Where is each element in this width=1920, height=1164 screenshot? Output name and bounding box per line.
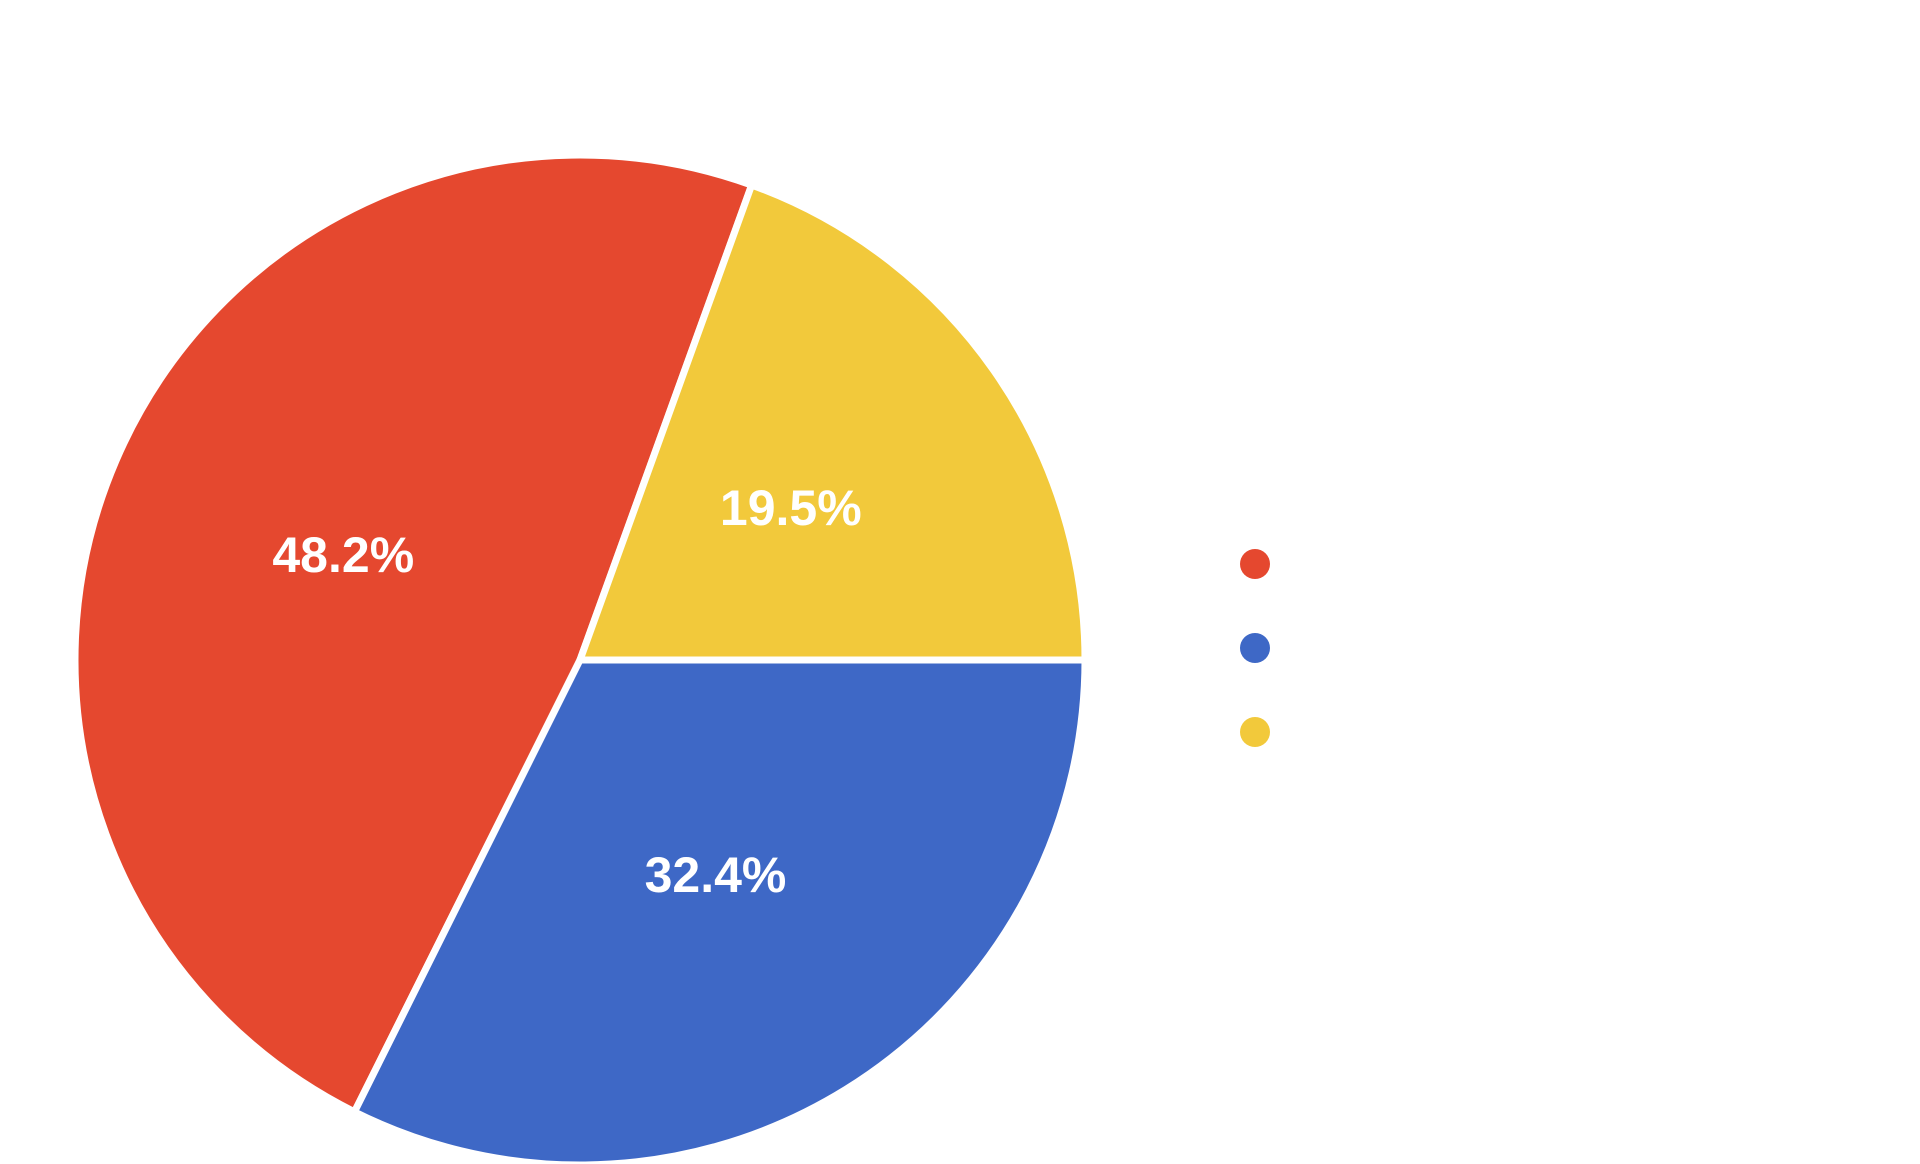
- pie-slice: [71, 151, 757, 1117]
- pie-slice: [575, 180, 1089, 664]
- pie-slice-label: 19.5%: [720, 480, 862, 536]
- pie-slice: [349, 656, 1089, 1164]
- legend-marker: [1240, 717, 1270, 747]
- chart-legend: [1240, 549, 1270, 747]
- pie-slice-label: 32.4%: [645, 847, 787, 903]
- pie-slice-label: 48.2%: [272, 527, 414, 583]
- legend-marker: [1240, 633, 1270, 663]
- pie-slices: [71, 151, 1089, 1164]
- pie-slice-labels: 48.2% 32.4% 19.5%: [272, 480, 861, 903]
- legend-marker: [1240, 549, 1270, 579]
